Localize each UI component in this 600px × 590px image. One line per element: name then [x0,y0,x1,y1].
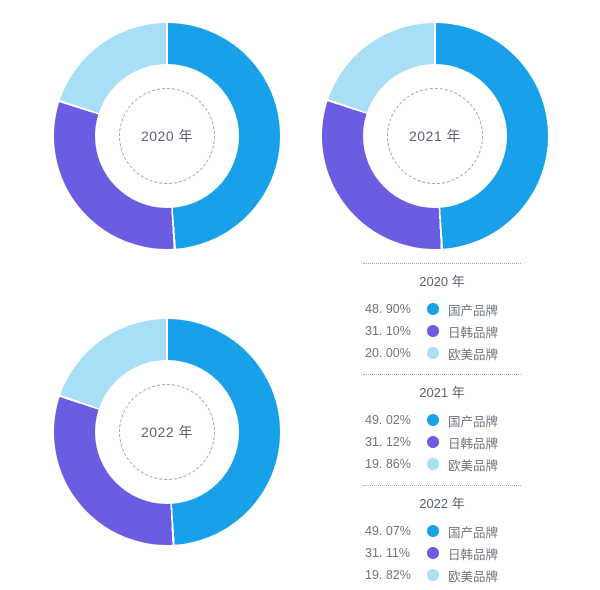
legend-label: 欧美品牌 [448,347,499,362]
legend-label: 欧美品牌 [448,458,499,473]
legend-title-2020: 2020 年 [419,274,465,289]
legend-label: 国产品牌 [448,414,499,429]
donut-chart-2021: 2021 年 [322,23,548,249]
legend-row: 20. 00% 欧美品牌 [365,342,519,364]
series-dot-western [427,458,439,470]
legend-row: 19. 82% 欧美品牌 [365,564,519,586]
legend-title-2021: 2021 年 [419,385,465,400]
donut-center-label-2022: 2022 年 [140,424,194,440]
legend-percent: 31. 11% [365,546,410,560]
legend-row: 19. 86% 欧美品牌 [365,453,519,475]
legend-label: 日韩品牌 [448,436,499,451]
legend-percent: 49. 02% [365,413,411,427]
legend-row: 31. 11% 日韩品牌 [365,542,519,564]
legend-label: 国产品牌 [448,303,499,318]
series-dot-western [427,347,439,359]
donut-chart-2020: 2020 年 [54,23,280,249]
legend-row: 49. 02% 国产品牌 [365,409,519,431]
legend-label: 国产品牌 [448,525,499,540]
legend-title-2022: 2022 年 [419,496,465,511]
inner-dashed-circle [119,384,215,480]
legend-label: 欧美品牌 [448,569,499,584]
legend-label: 日韩品牌 [448,325,499,340]
legend-row: 31. 12% 日韩品牌 [365,431,519,453]
legend-percent: 20. 00% [365,346,411,360]
donut-center-label-2020: 2020 年 [140,128,194,144]
legend-panel: 2020 年 48. 90% 国产品牌 31. 10% 日韩品牌 20. 00%… [363,263,521,590]
donut-center-label-2021: 2021 年 [408,128,462,144]
series-dot-western [427,569,439,581]
legend-percent: 19. 86% [365,457,411,471]
legend-percent: 19. 82% [365,568,411,582]
legend-percent: 31. 10% [365,324,411,338]
legend-percent: 49. 07% [365,524,411,538]
legend-percent: 31. 12% [365,435,411,449]
legend-row: 48. 90% 国产品牌 [365,298,519,320]
legend-row: 49. 07% 国产品牌 [365,520,519,542]
legend-label: 日韩品牌 [448,547,499,562]
legend-section-2020: 2020 年 48. 90% 国产品牌 31. 10% 日韩品牌 20. 00%… [363,263,521,374]
series-dot-domestic [427,414,439,426]
inner-dashed-circle [387,88,483,184]
inner-dashed-circle [119,88,215,184]
series-dot-japan-korea [427,436,439,448]
series-dot-domestic [427,303,439,315]
legend-section-2022: 2022 年 49. 07% 国产品牌 31. 11% 日韩品牌 19. 82%… [363,485,521,590]
legend-percent: 48. 90% [365,302,411,316]
legend-row: 31. 10% 日韩品牌 [365,320,519,342]
legend-section-2021: 2021 年 49. 02% 国产品牌 31. 12% 日韩品牌 19. 86%… [363,374,521,485]
series-dot-japan-korea [427,325,439,337]
series-dot-japan-korea [427,547,439,559]
donut-chart-2022: 2022 年 [54,319,280,545]
series-dot-domestic [427,525,439,537]
